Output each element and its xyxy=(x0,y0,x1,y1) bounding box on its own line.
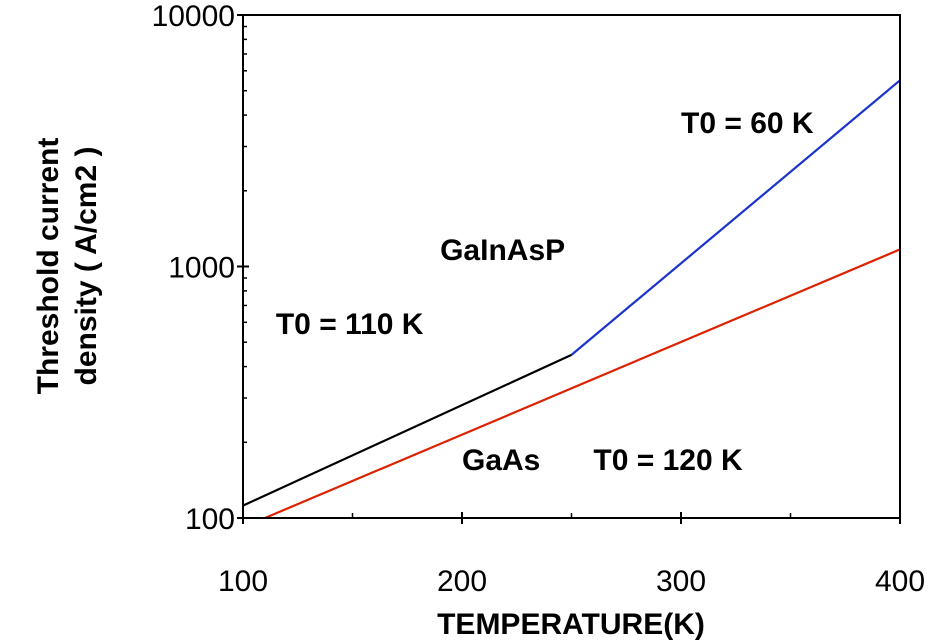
y-tick-label: 100 xyxy=(185,503,235,536)
x-tick-label: 100 xyxy=(218,565,268,598)
x-tick-label: 300 xyxy=(656,565,706,598)
annotations: T0 = 60 K GaInAsP T0 = 110 K GaAs T0 = 120 K xyxy=(276,107,814,477)
x-tick-label: 200 xyxy=(437,565,487,598)
series-line xyxy=(242,353,572,507)
y-ticks: 100 1000 10000 xyxy=(152,0,249,536)
annotation-t0-110: T0 = 110 K xyxy=(276,308,424,341)
annotation-t0-60: T0 = 60 K xyxy=(681,107,814,140)
annotation-t0-120: T0 = 120 K xyxy=(593,444,743,477)
x-axis-title: TEMPERATURE(K) xyxy=(437,608,705,641)
series-line xyxy=(264,248,901,520)
y-axis-title-line1: Threshold current xyxy=(32,138,65,395)
plot-frame xyxy=(242,14,901,519)
x-tick-label: 400 xyxy=(875,565,925,598)
y-axis-title-line2: density ( A/cm2 ) xyxy=(70,147,103,386)
y-tick-label: 10000 xyxy=(152,0,235,33)
y-tick-label: 1000 xyxy=(168,252,235,285)
series-lines xyxy=(242,79,901,520)
x-ticks: 100 200 300 400 xyxy=(218,512,925,598)
annotation-gainasp: GaInAsP xyxy=(440,234,565,267)
series-line xyxy=(570,79,901,356)
annotation-gaas: GaAs xyxy=(462,444,540,477)
